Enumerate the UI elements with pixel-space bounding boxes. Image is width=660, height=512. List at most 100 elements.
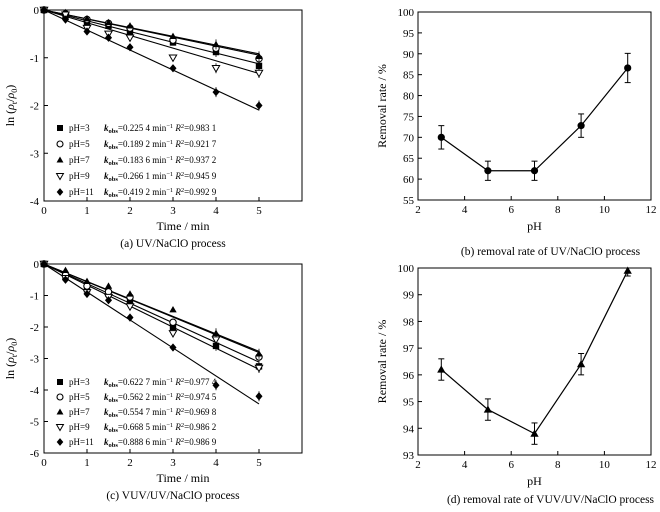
data-point bbox=[624, 64, 632, 72]
data-line bbox=[440, 270, 629, 435]
x-tick-label: 8 bbox=[555, 459, 561, 471]
data-point bbox=[83, 289, 91, 299]
legend-marker bbox=[56, 188, 64, 196]
panel-a-chart: 0 1 2 3 4 5 0 -1 -2 -3 -4 Time / min ln (ρt/ρ0) pH=3 k… bbox=[3, 5, 303, 250]
legend-ph-label: pH=11 bbox=[69, 187, 94, 197]
fit-line bbox=[43, 9, 260, 55]
legend-entry-fit: kobs=0.266 1 min−1 R2=0.945 9 bbox=[104, 171, 217, 183]
x-axis-label: Time / min bbox=[157, 219, 210, 233]
legend-entry-fit: kobs=0.554 7 min−1 R2=0.969 8 bbox=[104, 407, 217, 419]
y-tick-label: 70 bbox=[403, 132, 415, 144]
data-point bbox=[212, 329, 220, 337]
x-tick-label: 4 bbox=[462, 204, 468, 216]
fit-line bbox=[43, 9, 260, 75]
legend-ph-label: pH=3 bbox=[69, 123, 90, 133]
data-point bbox=[255, 52, 263, 60]
y-axis-label: Removal rate / % bbox=[375, 64, 389, 148]
y-tick-label: -2 bbox=[30, 101, 39, 113]
legend-entry-fit: kobs=0.562 2 min−1 R2=0.974 5 bbox=[104, 392, 217, 404]
x-tick-label: 1 bbox=[84, 205, 90, 217]
y-tick-label: 0 bbox=[34, 259, 40, 271]
data-point bbox=[83, 27, 91, 36]
legend-entry-fit: kobs=0.668 5 min−1 R2=0.986 2 bbox=[104, 422, 216, 434]
y-axis-label: Removal rate / % bbox=[375, 320, 389, 404]
y-tick-label: 93 bbox=[403, 450, 415, 462]
data-point bbox=[484, 167, 492, 175]
x-tick-label: 3 bbox=[170, 205, 176, 217]
data-point bbox=[255, 392, 263, 401]
legend-marker bbox=[56, 140, 64, 148]
x-tick-label: 0 bbox=[41, 457, 47, 469]
panel-caption: (a) UV/NaClO process bbox=[120, 238, 226, 250]
y-tick-label: 75 bbox=[403, 111, 415, 123]
legend-ph-label: pH=5 bbox=[69, 139, 90, 149]
x-tick-label: 0 bbox=[41, 205, 47, 217]
data-point bbox=[212, 342, 220, 350]
data-point bbox=[125, 303, 135, 312]
y-tick-label: 60 bbox=[403, 174, 415, 186]
y-tick-label: 85 bbox=[403, 70, 415, 82]
data-point bbox=[254, 364, 264, 373]
panel-caption: (b) removal rate of UV/NaClO process bbox=[461, 246, 641, 258]
x-tick-label: 6 bbox=[508, 204, 514, 216]
x-tick-label: 12 bbox=[646, 204, 657, 216]
legend-entry-fit: kobs=0.622 7 min−1 R2=0.977 4 bbox=[104, 377, 217, 389]
y-tick-label: 55 bbox=[403, 195, 415, 207]
y-tick-label: 99 bbox=[403, 290, 415, 302]
data-point bbox=[254, 69, 264, 78]
x-tick-label: 10 bbox=[599, 204, 611, 216]
fit-line bbox=[43, 9, 260, 111]
x-tick-label: 4 bbox=[213, 457, 219, 469]
y-tick-label: 65 bbox=[403, 153, 415, 165]
y-tick-label: -5 bbox=[30, 417, 40, 429]
x-tick-label: 5 bbox=[256, 205, 262, 217]
fit-line bbox=[43, 263, 260, 363]
x-tick-label: 2 bbox=[415, 204, 421, 216]
legend-ph-label: pH=5 bbox=[69, 392, 90, 402]
legend-ph-label: pH=7 bbox=[69, 155, 90, 165]
y-tick-label: -2 bbox=[30, 322, 39, 334]
data-point bbox=[40, 259, 48, 269]
data-point bbox=[168, 54, 178, 63]
y-tick-label: 100 bbox=[398, 7, 415, 19]
data-point bbox=[169, 318, 177, 327]
y-tick-label: -3 bbox=[30, 148, 40, 160]
data-point bbox=[212, 87, 220, 97]
data-point bbox=[61, 15, 70, 24]
y-tick-label: 98 bbox=[403, 316, 415, 328]
y-tick-label: 80 bbox=[403, 91, 415, 103]
x-tick-label: 2 bbox=[127, 457, 133, 469]
data-point bbox=[83, 14, 91, 22]
panel-c-chart: 0 1 2 3 4 5 0 -1 -2 -3 -4 -5 -6 Time / min ln (ρt/ρ0) p… bbox=[3, 259, 303, 502]
data-point bbox=[169, 305, 177, 313]
panel-d-chart: 2 4 6 8 10 12 93 94 95 96 97 98 99 100 pH Removal rate … bbox=[375, 263, 657, 506]
x-axis-label: pH bbox=[527, 474, 542, 488]
legend-ph-label: pH=7 bbox=[69, 407, 90, 417]
legend-marker bbox=[57, 379, 63, 385]
fit-line bbox=[43, 263, 260, 352]
x-tick-label: 4 bbox=[213, 205, 219, 217]
y-tick-label: 95 bbox=[403, 28, 415, 40]
data-point bbox=[255, 62, 263, 70]
legend-entry-fit: kobs=0.888 6 min−1 R2=0.986 9 bbox=[104, 437, 217, 449]
y-tick-label: -1 bbox=[30, 291, 39, 303]
legend-marker bbox=[57, 125, 63, 131]
data-point bbox=[576, 360, 586, 368]
y-tick-label: 97 bbox=[403, 343, 415, 355]
data-point bbox=[104, 296, 113, 305]
legend-entry-fit: kobs=0.225 4 min−1 R2=0.983 1 bbox=[104, 123, 216, 135]
x-tick-label: 5 bbox=[256, 457, 262, 469]
data-point bbox=[169, 64, 177, 73]
data-point bbox=[104, 18, 113, 26]
plot-frame bbox=[417, 11, 652, 201]
x-tick-label: 2 bbox=[127, 205, 133, 217]
x-tick-label: 8 bbox=[555, 204, 561, 216]
panel-caption: (d) removal rate of VUV/UV/NaClO process bbox=[447, 494, 655, 506]
x-tick-label: 4 bbox=[462, 459, 468, 471]
data-point bbox=[212, 40, 220, 48]
data-point bbox=[125, 34, 135, 43]
y-tick-label: 95 bbox=[403, 397, 415, 409]
plot-frame bbox=[417, 267, 652, 456]
legend-entry-fit: kobs=0.419 2 min−1 R2=0.992 9 bbox=[104, 187, 217, 199]
